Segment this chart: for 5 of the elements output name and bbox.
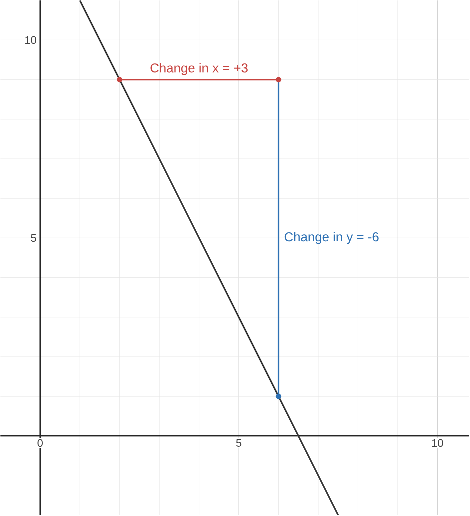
x-tick-label: 5: [236, 439, 242, 447]
x-tick-label: 0: [38, 439, 43, 448]
series-label: Change in y = -6: [284, 232, 379, 244]
x-tick-label: 10: [432, 439, 444, 448]
series-label: Change in x = +3: [150, 63, 248, 76]
